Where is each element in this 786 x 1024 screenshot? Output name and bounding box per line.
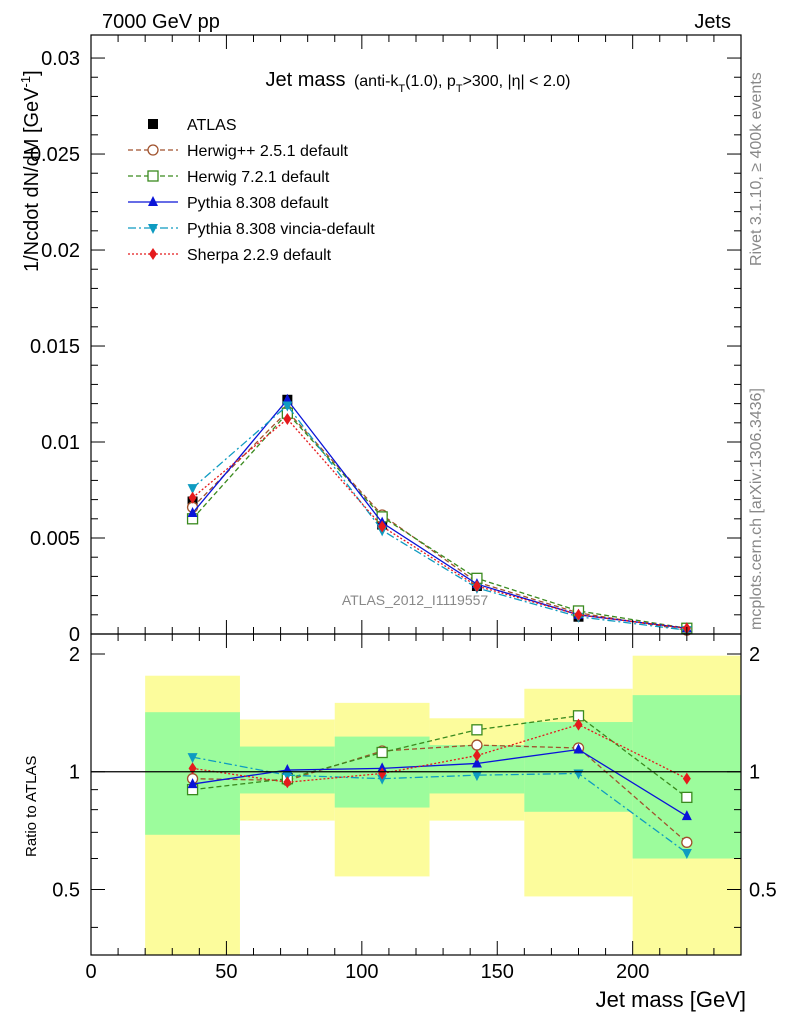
x-tick-label: 0 (85, 961, 96, 983)
legend: ATLAS Herwig++ 2.5.1 default Herwig 7.2.1 … (128, 117, 375, 264)
x-tick-label: 200 (616, 961, 649, 983)
series-point-ratio (471, 724, 483, 736)
mcplots-reference-label: mcplots.cern.ch [arXiv:1306.3436] (748, 388, 765, 630)
series-point-ratio (682, 772, 691, 785)
legend-marker (148, 224, 158, 234)
legend-marker (148, 196, 158, 206)
y-tick-label-main: 0.025 (30, 144, 80, 166)
series-point-ratio (377, 774, 388, 785)
series-point-main (282, 393, 293, 404)
y-axis-title-ratio: Ratio to ATLAS (23, 756, 40, 857)
legend-marker (149, 248, 157, 260)
analysis-watermark: ATLAS_2012_I1119557 (342, 592, 489, 608)
series-point-ratio (574, 718, 583, 731)
series-point-main (472, 580, 481, 593)
legend-marker (147, 144, 159, 156)
x-tick-label: 50 (215, 961, 237, 983)
series-point-ratio (187, 778, 198, 789)
x-axis-title: Jet mass [GeV] (596, 987, 746, 1012)
series-point-main (188, 491, 197, 504)
y-tick-label-main: 0 (69, 624, 80, 646)
series-point-main (282, 401, 293, 412)
series-line-ratio (192, 744, 688, 843)
series-point-ratio (377, 762, 388, 773)
y-tick-label-ratio-right: 0.5 (749, 879, 777, 901)
series-layer (91, 393, 741, 859)
y-tick-label-ratio-left: 1 (69, 762, 80, 784)
y-tick-label-main: 0.015 (30, 336, 80, 358)
chart-title: Jet mass (anti-kT(1.0), pT>300, |η| < 2.… (265, 69, 570, 95)
series-point-main (283, 412, 292, 425)
series-sherpa-2-2-9-default (188, 412, 691, 789)
header-left-label: 7000 GeV pp (102, 11, 220, 33)
series-line-main (192, 398, 687, 629)
legend-marker-atlas (148, 119, 158, 129)
series-point-ratio (471, 757, 482, 768)
series-point-ratio (681, 848, 692, 859)
series-line-ratio (192, 715, 688, 798)
y-axis-title-main: 1/Ncdot dN/dM [GeV-1] (18, 70, 43, 272)
legend-label: Herwig 7.2.1 default (187, 169, 330, 186)
series-point-ratio (376, 746, 388, 759)
y-tick-label-main: 0.02 (41, 240, 80, 262)
series-point-ratio (282, 771, 293, 782)
legend-label: Pythia 8.308 vincia-default (187, 221, 375, 238)
series-point-ratio (681, 791, 693, 804)
rivet-version-label: Rivet 3.1.10, ≥ 400k events (748, 72, 765, 266)
y-tick-label-ratio-left: 2 (69, 644, 80, 666)
y-tick-label-ratio-right: 1 (749, 762, 760, 784)
series-point-main (378, 520, 387, 533)
ratio-inner-band (524, 722, 633, 812)
series-point-ratio (681, 836, 693, 848)
y-tick-label-main: 0.005 (30, 528, 80, 550)
header-right-label: Jets (694, 11, 731, 33)
legend-label-atlas: ATLAS (187, 117, 237, 134)
legend-label: Pythia 8.308 default (187, 195, 329, 212)
series-line-main (192, 412, 687, 629)
series-point-ratio (283, 776, 292, 789)
y-tick-label-main: 0.01 (41, 432, 80, 454)
series-line-ratio (192, 723, 688, 783)
ratio-uncertainty-bands (145, 655, 741, 955)
series-point-main (187, 484, 198, 495)
legend-label: Sherpa 2.2.9 default (187, 247, 332, 264)
series-point-main (574, 608, 583, 621)
series-point-ratio (472, 749, 481, 762)
series-line-main (192, 404, 687, 631)
series-point-ratio (471, 739, 483, 751)
series-line-main (192, 410, 687, 631)
series-point-ratio (187, 753, 198, 764)
series-point-main (187, 507, 198, 518)
legend-label: Herwig++ 2.5.1 default (187, 143, 349, 160)
x-tick-label: 100 (345, 961, 378, 983)
y-tick-label-main: 0.03 (41, 48, 80, 70)
series-point-ratio (681, 810, 692, 821)
series-point-ratio (573, 743, 584, 754)
series-point-ratio (378, 767, 387, 780)
y-tick-label-ratio-right: 2 (749, 644, 760, 666)
y-tick-label-ratio-left: 0.5 (52, 879, 80, 901)
series-point-ratio (471, 771, 482, 782)
legend-marker (147, 170, 159, 182)
x-tick-label: 150 (481, 961, 514, 983)
